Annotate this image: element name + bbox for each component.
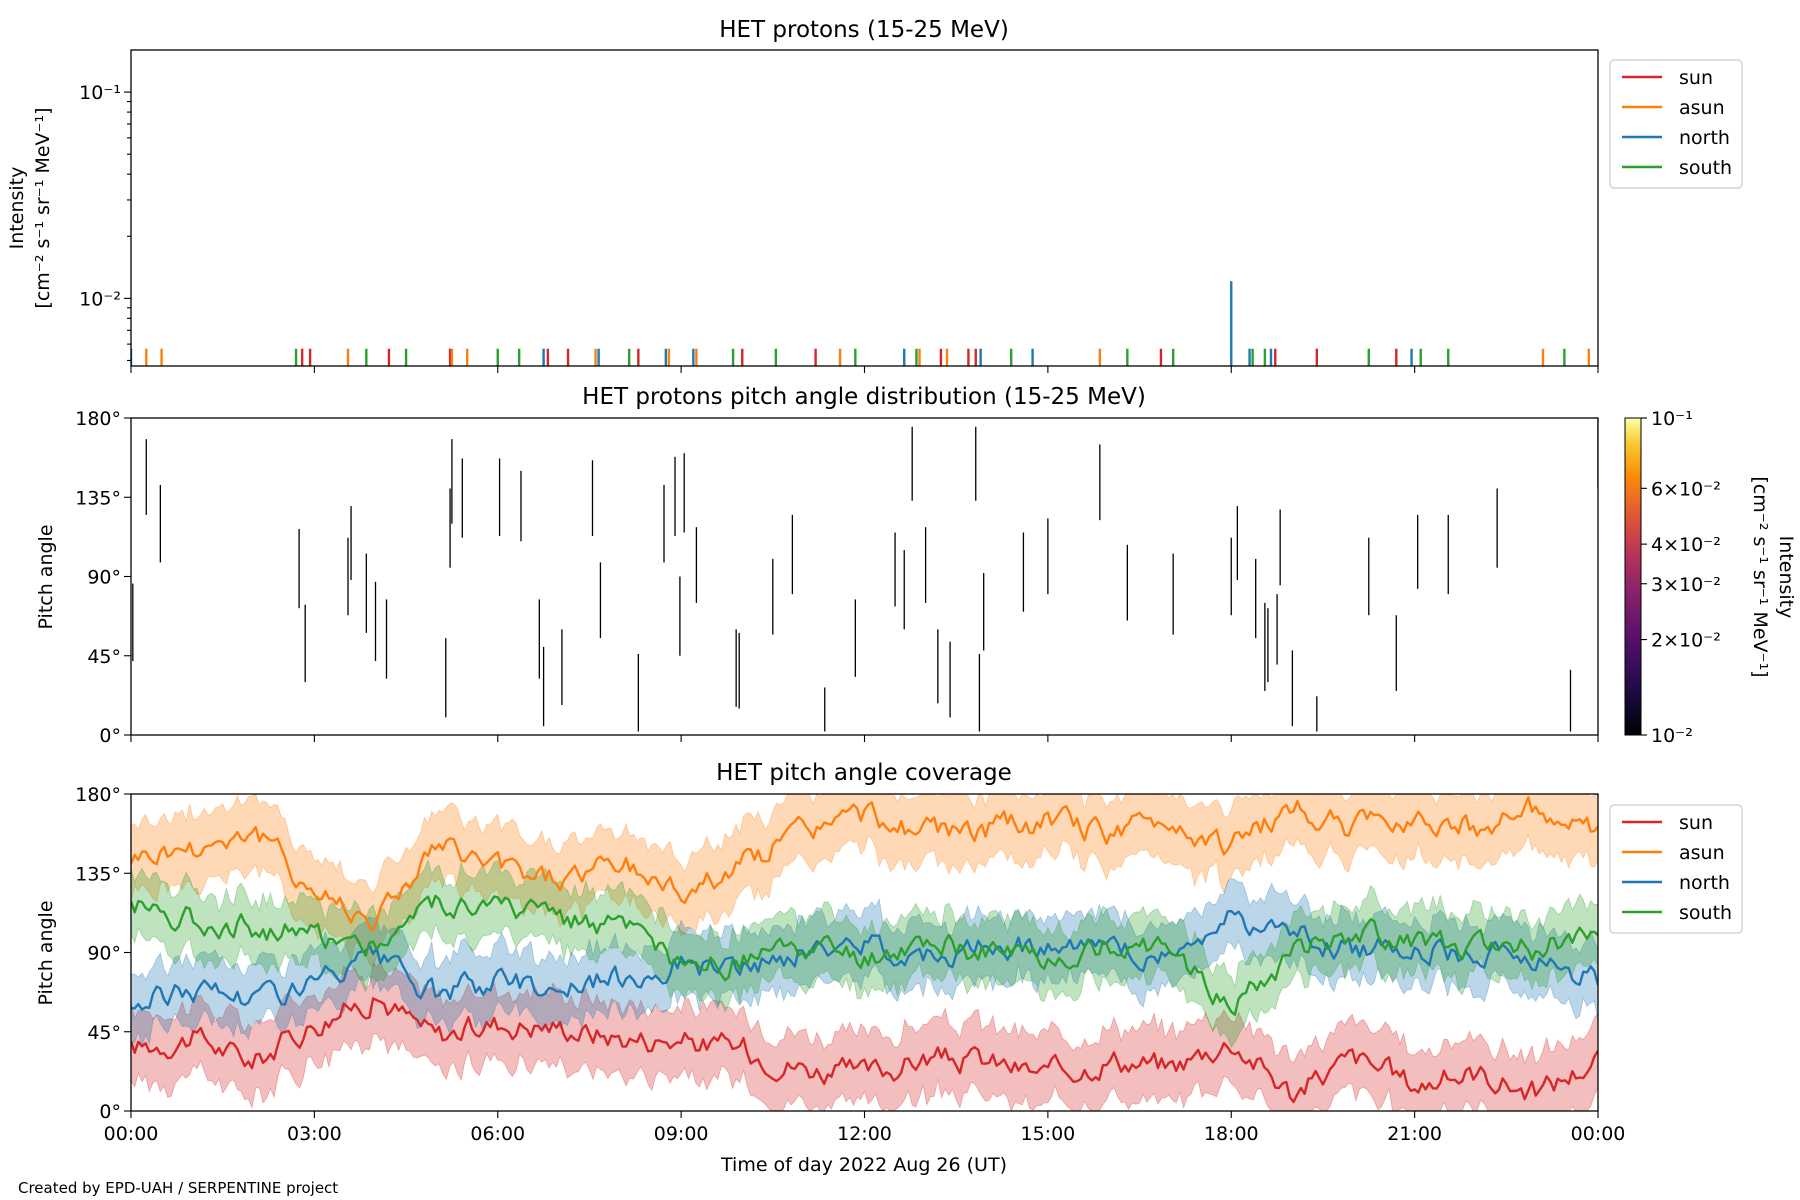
- ytick-label: 0°: [99, 725, 121, 747]
- intensity-xticks: [130, 366, 1599, 373]
- colorbar-tick-label: 4×10⁻²: [1651, 534, 1721, 556]
- panel-coverage: HET pitch angle coverage 0° 45° 90° 135° 180…: [35, 760, 1743, 1176]
- coverage-legend: sun asun north south: [1609, 804, 1743, 934]
- intensity-title: HET protons (15-25 MeV): [719, 17, 1009, 43]
- xtick-label: 09:00: [654, 1123, 709, 1145]
- xtick-label: 00:00: [104, 1123, 159, 1145]
- coverage-xticks: 00:00 03:00 06:00 09:00 12:00 15:00 18:00 21:00…: [104, 1111, 1626, 1145]
- coverage-line-south: [131, 894, 1598, 1016]
- ytick-label: 180°: [75, 784, 121, 806]
- ytick-label: 0°: [99, 1101, 121, 1123]
- ytick-label: 135°: [75, 487, 121, 509]
- coverage-ylabel: Pitch angle: [35, 900, 57, 1005]
- colorbar-label-line1: Intensity: [1775, 536, 1797, 619]
- coverage-yticks: 0° 45° 90° 135° 180°: [75, 784, 131, 1123]
- colorbar-label-line2: [cm⁻² s⁻¹ sr⁻¹ MeV⁻¹]: [1749, 476, 1771, 677]
- panel-intensity: HET protons (15-25 MeV) 10⁻¹ 10⁻² Intensi…: [6, 17, 1743, 373]
- pad-yticks: 0° 45° 90° 135° 180°: [75, 408, 131, 747]
- intensity-ylabel-line2: [cm⁻² s⁻¹ sr⁻¹ MeV⁻¹]: [32, 107, 54, 308]
- coverage-title: HET pitch angle coverage: [716, 760, 1012, 786]
- xtick-label: 06:00: [470, 1123, 525, 1145]
- coverage-marks: [131, 794, 1598, 1111]
- legend-label-north: north: [1679, 127, 1730, 149]
- ytick-label: 135°: [75, 863, 121, 885]
- intensity-ylabel-line1: Intensity: [6, 167, 28, 250]
- xtick-label: 15:00: [1020, 1123, 1075, 1145]
- pad-ylabel: Pitch angle: [35, 524, 57, 629]
- xtick-label: 12:00: [837, 1123, 892, 1145]
- pad-xticks: [130, 735, 1599, 742]
- intensity-ytick-label: 10⁻¹: [79, 82, 121, 104]
- colorbar-gradient: [1624, 417, 1642, 736]
- colorbar-tick-label: 6×10⁻²: [1651, 478, 1721, 500]
- coverage-line-sun: [131, 997, 1598, 1104]
- xtick-label: 18:00: [1204, 1123, 1259, 1145]
- legend-label-sun: sun: [1679, 67, 1713, 89]
- ytick-label: 90°: [87, 567, 121, 589]
- intensity-yticks: 10⁻¹ 10⁻²: [79, 82, 131, 362]
- colorbar: 10⁻¹ 6×10⁻² 4×10⁻² 3×10⁻² 2×10⁻² 10⁻² Intensi…: [1624, 408, 1797, 747]
- colorbar-tick-label: 3×10⁻²: [1651, 574, 1721, 596]
- coverage-line-asun: [131, 796, 1598, 932]
- credit-text: Created by EPD-UAH / SERPENTINE project: [18, 1179, 338, 1197]
- pad-title: HET protons pitch angle distribution (15…: [582, 384, 1146, 410]
- legend-label-south: south: [1679, 157, 1732, 179]
- legend-label-south: south: [1679, 902, 1732, 924]
- ytick-label: 180°: [75, 408, 121, 430]
- colorbar-tick-label: 10⁻²: [1651, 725, 1693, 747]
- legend-label-north: north: [1679, 872, 1730, 894]
- legend-label-asun: asun: [1679, 97, 1725, 119]
- xtick-label: 00:00: [1571, 1123, 1626, 1145]
- intensity-frame: [130, 49, 1599, 367]
- colorbar-ticks: 10⁻¹ 6×10⁻² 4×10⁻² 3×10⁻² 2×10⁻² 10⁻²: [1641, 408, 1721, 747]
- panel-pad: HET protons pitch angle distribution (15…: [35, 384, 1797, 747]
- ytick-label: 45°: [87, 646, 121, 668]
- coverage-band-south: [131, 858, 1598, 1049]
- ytick-label: 45°: [87, 1022, 121, 1044]
- ytick-label: 90°: [87, 943, 121, 965]
- coverage-line-north: [131, 909, 1598, 1011]
- coverage-band-sun: [131, 961, 1598, 1111]
- coverage-band-north: [131, 877, 1598, 1048]
- coverage-xlabel: Time of day 2022 Aug 26 (UT): [720, 1154, 1007, 1176]
- colorbar-tick-label: 2×10⁻²: [1651, 630, 1721, 652]
- legend-label-sun: sun: [1679, 812, 1713, 834]
- colorbar-tick-label: 10⁻¹: [1651, 408, 1693, 430]
- xtick-label: 03:00: [287, 1123, 342, 1145]
- intensity-legend: sun asun north south: [1609, 59, 1743, 189]
- pad-segments: [132, 418, 1598, 732]
- coverage-band-asun: [131, 794, 1598, 969]
- intensity-ytick-label: 10⁻²: [79, 288, 121, 310]
- xtick-label: 21:00: [1387, 1123, 1442, 1145]
- intensity-marks: [131, 281, 1591, 366]
- legend-label-asun: asun: [1679, 842, 1725, 864]
